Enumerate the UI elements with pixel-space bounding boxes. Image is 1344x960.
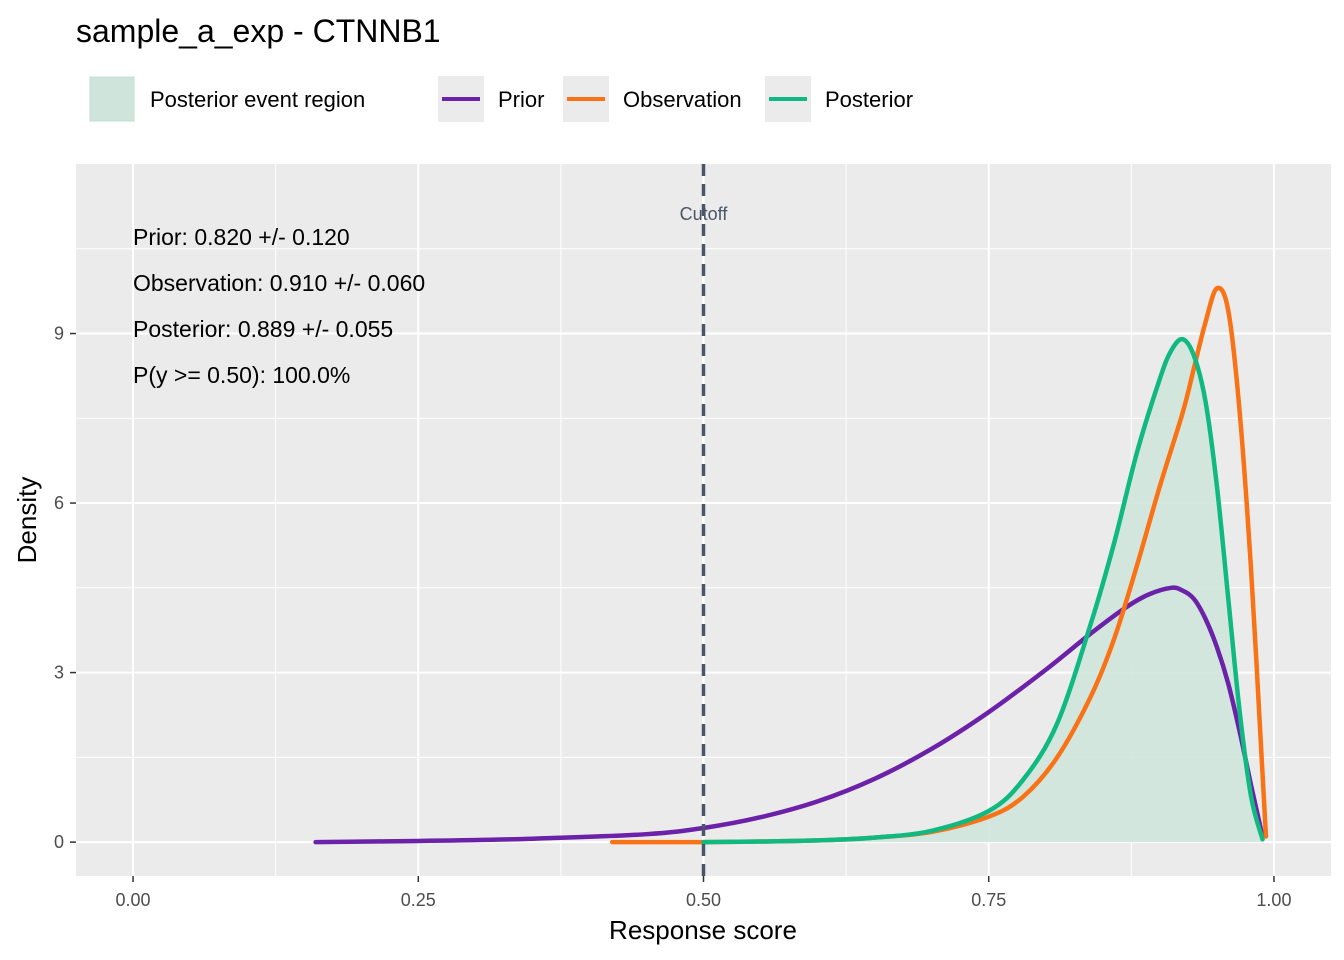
- series-lines: [313, 285, 1269, 845]
- y-tick-label: 0: [54, 832, 64, 852]
- y-tick-label: 6: [54, 493, 64, 513]
- y-tick-label: 9: [54, 324, 64, 344]
- series-line-posterior: [701, 336, 1265, 845]
- series-line-prior: [313, 585, 1265, 845]
- legend-label-fill: Posterior event region: [150, 87, 365, 112]
- x-tick-label: 1.00: [1256, 890, 1291, 910]
- x-tick-label: 0.50: [686, 890, 721, 910]
- annotation-probability: P(y >= 0.50): 100.0%: [133, 362, 350, 388]
- legend-label-posterior: Posterior: [825, 87, 913, 112]
- cutoff-label: Cutoff: [680, 204, 729, 224]
- annotation-prior: Prior: 0.820 +/- 0.120: [133, 224, 350, 250]
- legend-label-prior: Prior: [498, 87, 544, 112]
- x-axis: 0.00 0.25 0.50 0.75 1.00: [116, 876, 1291, 910]
- legend: Posterior event region Prior Observation…: [89, 76, 913, 122]
- x-tick-label: 0.75: [971, 890, 1006, 910]
- chart-title: sample_a_exp - CTNNB1: [76, 13, 441, 49]
- x-tick-label: 0.25: [401, 890, 436, 910]
- legend-key-fill: [89, 76, 135, 122]
- annotation-observation: Observation: 0.910 +/- 0.060: [133, 270, 425, 296]
- annotation-posterior: Posterior: 0.889 +/- 0.055: [133, 316, 393, 342]
- y-axis-title: Density: [12, 477, 42, 564]
- posterior-event-region: [703, 339, 1263, 843]
- x-tick-label: 0.00: [116, 890, 151, 910]
- annotations: Prior: 0.820 +/- 0.120 Observation: 0.91…: [133, 224, 425, 388]
- legend-label-observation: Observation: [623, 87, 742, 112]
- y-axis: 0 3 6 9: [54, 324, 76, 852]
- y-tick-label: 3: [54, 663, 64, 683]
- x-axis-title: Response score: [609, 915, 797, 945]
